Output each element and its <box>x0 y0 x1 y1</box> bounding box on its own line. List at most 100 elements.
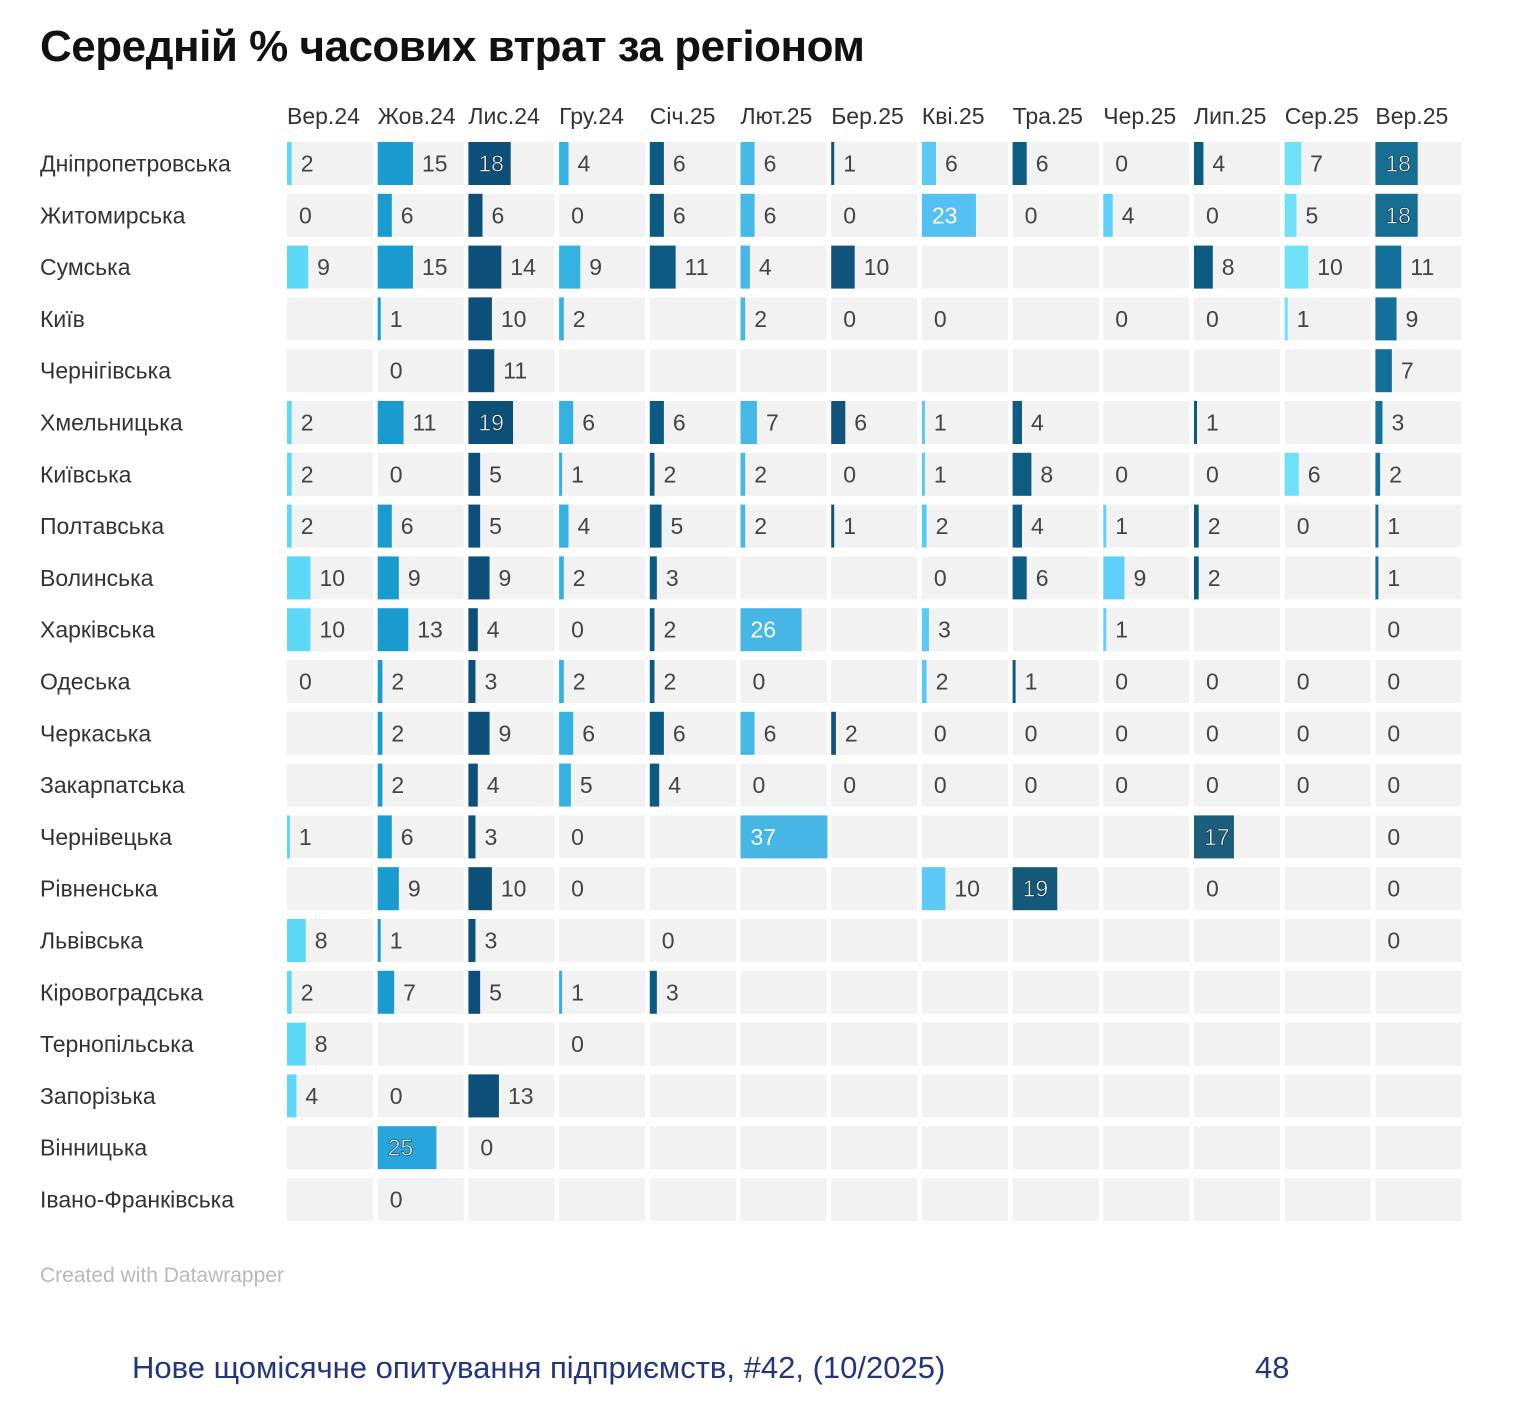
value-bar <box>287 815 290 859</box>
value-label: 0 <box>571 1031 584 1057</box>
cell-background <box>1012 608 1099 652</box>
value-bar <box>559 452 563 496</box>
cell-background <box>468 1022 555 1066</box>
row-label: Кіровоградська <box>40 979 203 1005</box>
value-bar <box>468 452 481 496</box>
value-label: 2 <box>573 565 586 591</box>
cell-background <box>1103 142 1190 185</box>
value-bar <box>649 401 664 444</box>
cell-background <box>921 245 1008 289</box>
column-header: Тра.25 <box>1013 103 1083 129</box>
value-label: 2 <box>1389 461 1402 487</box>
cell-background <box>649 711 736 755</box>
value-bar <box>559 142 569 185</box>
value-label: 10 <box>320 565 346 591</box>
value-bar <box>831 401 846 444</box>
cell-background <box>1194 919 1280 962</box>
row-label: Черкаська <box>40 720 151 746</box>
cell-background <box>287 504 373 548</box>
cell-background <box>287 401 373 444</box>
value-label: 10 <box>501 876 527 902</box>
cell-background <box>740 970 827 1014</box>
value-label: 0 <box>934 772 947 798</box>
value-bar <box>740 711 755 755</box>
value-bar <box>740 193 755 237</box>
cell-background <box>559 193 646 237</box>
value-label: 26 <box>751 617 777 643</box>
value-bar <box>921 504 927 548</box>
cell-background <box>1012 970 1099 1014</box>
value-label: 6 <box>673 202 686 228</box>
value-label: 0 <box>843 306 856 332</box>
value-label: 5 <box>580 772 593 798</box>
cell-background <box>468 193 555 237</box>
value-label: 9 <box>589 254 602 280</box>
value-label: 19 <box>1023 876 1049 902</box>
cell-background <box>1375 504 1462 548</box>
value-bar <box>1194 815 1234 859</box>
value-bar <box>468 245 502 289</box>
row-label: Закарпатська <box>40 772 185 798</box>
cell-background <box>1375 1178 1462 1221</box>
value-label: 1 <box>1115 617 1128 643</box>
row-label: Запорізька <box>40 1083 156 1109</box>
value-label: 0 <box>1115 306 1128 332</box>
cell-background <box>1284 504 1371 548</box>
column-header: Сер.25 <box>1285 103 1359 129</box>
value-bar <box>559 245 581 289</box>
value-label: 2 <box>301 410 314 436</box>
value-label: 0 <box>571 876 584 902</box>
cell-background <box>1012 504 1099 548</box>
value-label: 11 <box>1410 254 1434 280</box>
value-label: 3 <box>484 824 497 850</box>
cell-background <box>287 1074 373 1118</box>
value-bar <box>649 556 657 600</box>
cell-background <box>649 867 736 911</box>
cell-background <box>1012 763 1099 807</box>
cell-background <box>559 401 646 444</box>
cell-background <box>831 193 918 237</box>
value-label: 0 <box>390 358 403 384</box>
cell-background <box>559 297 646 341</box>
cell-background <box>1194 349 1280 393</box>
cell-background <box>1284 919 1371 962</box>
cell-background <box>1103 660 1190 703</box>
cell-background <box>649 970 736 1014</box>
value-bar <box>377 919 381 962</box>
value-bar <box>1103 556 1125 600</box>
value-bar <box>287 452 292 496</box>
cell-background <box>740 452 827 496</box>
cell-background <box>740 142 827 185</box>
datawrapper-credit: Created with Datawrapper <box>40 1264 284 1287</box>
value-label: 0 <box>1206 202 1219 228</box>
cell-background <box>831 815 918 859</box>
cell-background <box>921 815 1008 859</box>
value-label: 0 <box>1025 202 1038 228</box>
value-label: 6 <box>673 151 686 177</box>
value-label: 4 <box>1122 202 1135 228</box>
value-label: 13 <box>417 617 443 643</box>
cell-background <box>1103 504 1190 548</box>
value-bar <box>1284 452 1299 496</box>
value-label: 19 <box>478 410 504 436</box>
value-label: 6 <box>1036 151 1049 177</box>
value-bar <box>1284 297 1288 341</box>
cell-background <box>740 1074 827 1118</box>
value-label: 0 <box>1387 720 1400 746</box>
value-bar <box>287 1022 306 1066</box>
cell-background <box>831 1022 918 1066</box>
value-bar <box>1194 556 1199 600</box>
cell-background <box>921 660 1008 703</box>
cell-background <box>1375 452 1462 496</box>
cell-background <box>1284 452 1371 496</box>
value-label: 23 <box>932 202 958 228</box>
cell-background <box>649 1022 736 1066</box>
value-bar <box>468 815 476 859</box>
value-bar <box>649 660 655 703</box>
cell-background <box>831 763 918 807</box>
cell-background <box>740 1178 827 1221</box>
value-label: 0 <box>1206 772 1219 798</box>
value-label: 0 <box>390 461 403 487</box>
cell-background <box>1284 660 1371 703</box>
value-label: 6 <box>1036 565 1049 591</box>
